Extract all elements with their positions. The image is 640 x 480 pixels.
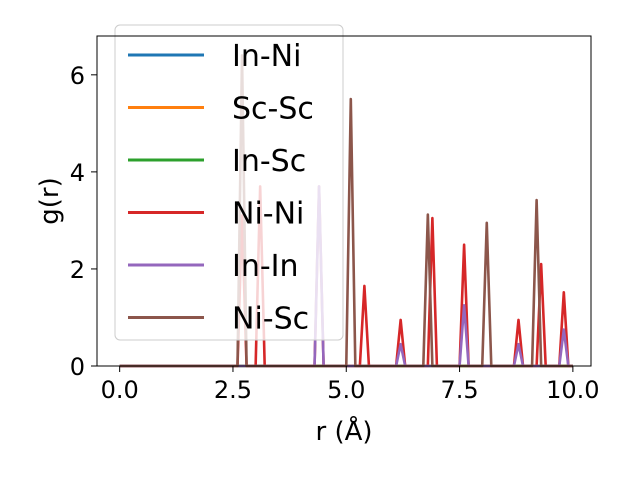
x-tick-label: 0.0 [101, 376, 139, 404]
legend-box [114, 24, 344, 341]
x-axis: 0.0 2.5 5.0 7.5 10.0 [101, 366, 600, 404]
y-axis-label: g(r) [35, 177, 65, 224]
legend-label: Ni-Sc [232, 302, 309, 337]
x-tick-label: 10.0 [546, 376, 599, 404]
y-tick-label: 6 [70, 62, 85, 90]
plot-frame [96, 35, 592, 367]
legend-label: In-Ni [232, 39, 301, 74]
x-tick-label: 2.5 [214, 376, 252, 404]
legend-label: In-Sc [232, 144, 306, 179]
legend-label: In-In [232, 249, 299, 284]
x-tick-label: 7.5 [440, 376, 478, 404]
legend-label: Ni-Ni [232, 197, 304, 232]
legend: In-Ni Sc-Sc In-Sc Ni-Ni In-In Ni-Sc [114, 24, 344, 341]
y-tick-label: 2 [70, 256, 85, 284]
legend-label: Sc-Sc [232, 92, 314, 127]
y-tick-label: 0 [70, 353, 85, 381]
x-tick-label: 5.0 [327, 376, 365, 404]
x-axis-label: r (Å) [315, 415, 372, 447]
y-tick-label: 4 [70, 159, 85, 187]
y-axis: 0 2 4 6 [70, 62, 97, 381]
